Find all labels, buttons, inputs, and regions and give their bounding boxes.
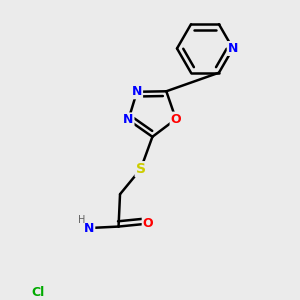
Text: N: N [84, 221, 94, 235]
Text: H: H [78, 215, 85, 225]
Text: Cl: Cl [31, 286, 44, 299]
Text: S: S [136, 162, 146, 176]
Text: N: N [228, 42, 238, 55]
Text: N: N [132, 85, 142, 98]
Text: N: N [123, 113, 134, 126]
Text: O: O [143, 217, 153, 230]
Text: O: O [171, 112, 181, 126]
